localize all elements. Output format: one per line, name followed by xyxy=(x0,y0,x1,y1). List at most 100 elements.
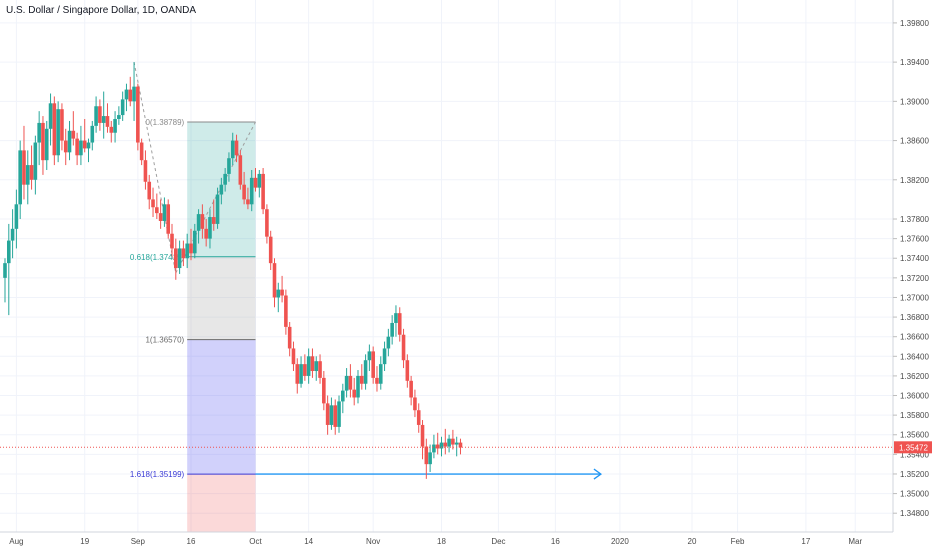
candle-body xyxy=(10,228,15,241)
candle-body xyxy=(151,199,155,208)
candle-body xyxy=(82,140,87,149)
current-price-tag xyxy=(894,441,932,454)
candle-body xyxy=(394,313,398,323)
candle-body xyxy=(174,248,178,269)
candle-body xyxy=(155,207,159,214)
candle-body xyxy=(416,410,421,425)
candle-body xyxy=(371,351,375,378)
candle-body xyxy=(101,116,106,123)
candle-body xyxy=(192,230,197,254)
candle-body xyxy=(318,361,322,378)
candle-body xyxy=(75,138,79,156)
x-tick-label: 19 xyxy=(80,537,89,546)
candle-body xyxy=(405,360,410,381)
candle-body xyxy=(162,204,167,221)
y-tick-label: 1.37200 xyxy=(900,274,929,283)
candle-body xyxy=(454,442,459,445)
candle-body xyxy=(303,364,307,376)
y-tick-label: 1.37600 xyxy=(900,235,929,244)
candle-body xyxy=(52,103,57,156)
x-tick-label: 16 xyxy=(551,537,560,546)
candle-body xyxy=(181,248,186,259)
candle-body xyxy=(29,165,34,180)
candle-body xyxy=(329,405,334,425)
y-tick-label: 1.35400 xyxy=(900,450,929,459)
candle-body xyxy=(170,233,174,249)
candle-body xyxy=(41,122,45,161)
candle-body xyxy=(94,106,98,126)
candle-body xyxy=(299,364,303,384)
y-tick-label: 1.35000 xyxy=(900,490,929,499)
candle-body xyxy=(246,199,250,205)
fib-trend-line-2 xyxy=(175,121,256,274)
candle-body xyxy=(409,380,413,398)
y-tick-label: 1.37800 xyxy=(900,215,929,224)
x-tick-label: 2020 xyxy=(611,537,629,546)
candle-body xyxy=(143,160,148,182)
x-tick-label: Dec xyxy=(491,537,505,546)
candle-body xyxy=(287,326,292,349)
candle-body xyxy=(397,313,402,335)
candle-body xyxy=(56,109,60,156)
candle-body xyxy=(44,128,49,161)
candle-body xyxy=(428,452,432,465)
candle-body xyxy=(90,125,95,143)
candle-body xyxy=(378,364,383,384)
candle-body xyxy=(18,150,22,205)
candle-body xyxy=(136,86,140,143)
x-tick-label: Oct xyxy=(249,537,262,546)
candle-body xyxy=(386,336,391,349)
candle-body xyxy=(37,122,41,143)
y-tick-label: 1.37400 xyxy=(900,254,929,263)
candle-body xyxy=(109,126,114,133)
candle-body xyxy=(147,181,152,200)
target-arrow-head xyxy=(593,468,603,480)
chart-title: U.S. Dollar / Singapore Dollar, 1D, OAND… xyxy=(6,5,197,16)
candle-body xyxy=(420,424,425,447)
fib-zone-1-1618 xyxy=(187,339,256,475)
y-tick-label: 1.35200 xyxy=(900,470,929,479)
y-tick-label: 1.35800 xyxy=(900,411,929,420)
candle-body xyxy=(86,142,91,149)
candle-body xyxy=(413,397,417,411)
candle-body xyxy=(98,106,102,123)
candle-body xyxy=(424,446,429,465)
candle-body xyxy=(276,289,281,298)
candle-body xyxy=(447,438,451,447)
candle-body xyxy=(341,390,345,402)
x-tick-label: Nov xyxy=(366,537,380,546)
x-tick-label: 18 xyxy=(437,537,446,546)
candle-body xyxy=(117,115,121,119)
candle-body xyxy=(71,130,76,139)
candle-body xyxy=(432,444,436,453)
y-tick-label: 1.39400 xyxy=(900,58,929,67)
candle-body xyxy=(367,351,372,361)
candle-body xyxy=(208,217,212,239)
candle-body xyxy=(113,119,117,133)
y-tick-label: 1.35600 xyxy=(900,431,929,440)
candle-body xyxy=(223,173,227,185)
candle-body xyxy=(200,214,205,229)
candle-body xyxy=(139,142,144,161)
candle-body xyxy=(249,177,254,205)
y-tick-label: 1.36000 xyxy=(900,392,929,401)
candle-body xyxy=(363,360,368,384)
candle-body xyxy=(337,401,341,427)
candle-body xyxy=(189,243,193,254)
candle-body xyxy=(230,140,235,159)
x-tick-label: Feb xyxy=(731,537,745,546)
candle-body xyxy=(295,364,300,384)
candle-body xyxy=(325,403,330,425)
candle-body xyxy=(257,173,262,188)
y-tick-label: 1.38600 xyxy=(900,137,929,146)
candle-body xyxy=(33,142,38,180)
fib-level-label: 1.618(1.35199) xyxy=(130,470,185,479)
candle-body xyxy=(63,140,68,153)
candle-body xyxy=(265,209,269,237)
x-tick-label: Sep xyxy=(131,537,146,546)
candle-body xyxy=(306,356,311,376)
y-tick-label: 1.36200 xyxy=(900,372,929,381)
candle-body xyxy=(234,140,239,156)
y-tick-label: 1.36400 xyxy=(900,352,929,361)
